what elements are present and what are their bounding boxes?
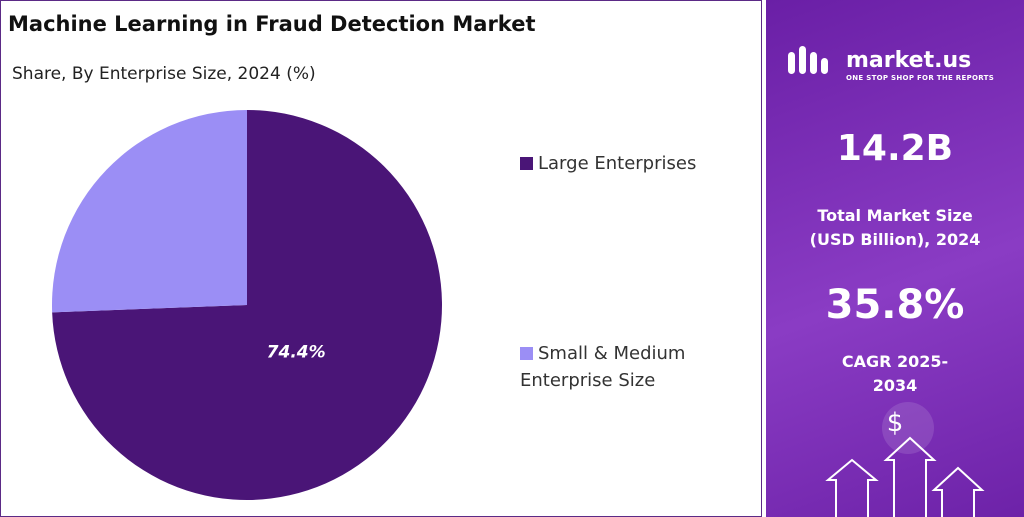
chart-title: Machine Learning in Fraud Detection Mark… [8, 12, 536, 36]
legend-item: Small & Medium Enterprise Size [520, 340, 695, 394]
chart-subtitle: Share, By Enterprise Size, 2024 (%) [12, 64, 316, 84]
chart: 74.4% [51, 110, 443, 501]
icon: $ [886, 408, 904, 438]
arrows [825, 436, 985, 517]
pie-slice [52, 110, 443, 501]
cagr: 35.8% [825, 282, 965, 328]
legend-swatch [520, 157, 533, 170]
icon-circle [882, 402, 934, 454]
brand: market.us [846, 48, 972, 73]
legend-item: Large Enterprises [520, 150, 705, 177]
tagline: ONE STOP SHOP FOR THE REPORTS [846, 74, 995, 82]
logo-icon [788, 46, 828, 74]
market-size: 14.2B [836, 128, 954, 169]
legend-swatch [520, 347, 533, 360]
pie-slice [51, 110, 247, 313]
decor [788, 46, 985, 517]
cagr-label: CAGR 2025-2034 [841, 352, 949, 395]
data-label: 74.4% [267, 342, 326, 362]
market-size-label: Total Market Size (USD Billion), 2024 [809, 206, 981, 249]
info-panel: market.us ONE STOP SHOP FOR THE REPORTS … [766, 0, 1024, 517]
legend-label: Large Enterprises [538, 153, 697, 174]
legend-label: Small & Medium Enterprise Size [520, 343, 686, 391]
